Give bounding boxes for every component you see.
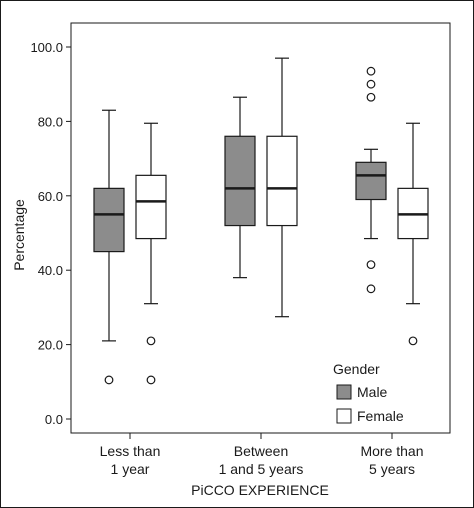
box-iqr [135,174,167,240]
box-female-2 [266,57,298,318]
legend-label-male: Male [357,384,388,400]
x-axis-label: PiCCO EXPERIENCE [191,482,329,498]
outlier-point [146,336,156,346]
x-tick-label: Between [234,443,288,459]
y-tick-label: 0.0 [45,412,63,427]
x-tick-label: 5 years [369,461,415,477]
outlier-point [408,336,418,346]
x-tick-label: Less than [100,443,161,459]
outlier-point [366,92,376,102]
outlier-point [366,66,376,76]
y-axis: 0.0 20.0 40.0 60.0 80.0 100.0 [30,40,71,427]
legend-label-female: Female [357,408,404,424]
legend-swatch-female [336,408,352,424]
y-tick-label: 20.0 [38,338,63,353]
outlier-point [146,375,156,385]
x-tick-label: 1 and 5 years [219,461,304,477]
box-male-2 [224,96,256,279]
box-iqr [266,135,298,227]
box-iqr [224,135,256,227]
box-female-1 [135,122,167,385]
outlier-point [366,284,376,294]
box-series [93,57,429,385]
outlier-point [366,260,376,270]
y-tick-label: 100.0 [30,40,63,55]
x-axis: Less than 1 year Between 1 and 5 years More … [100,433,424,477]
legend-swatch-male [336,384,352,400]
y-tick-label: 60.0 [38,189,63,204]
x-tick-label: 1 year [111,461,150,477]
box-male-3 [355,66,387,294]
box-iqr [93,187,125,253]
y-tick-label: 40.0 [38,263,63,278]
outlier-point [104,375,114,385]
legend-title: Gender [333,361,380,377]
y-tick-label: 80.0 [38,114,63,129]
box-male-1 [93,109,125,385]
box-iqr [355,161,387,201]
box-female-3 [397,122,429,346]
legend: Gender Male Female [333,361,404,424]
y-axis-label: Percentage [11,199,27,271]
x-tick-label: More than [360,443,423,459]
outlier-point [366,79,376,89]
plot-area [70,22,451,434]
